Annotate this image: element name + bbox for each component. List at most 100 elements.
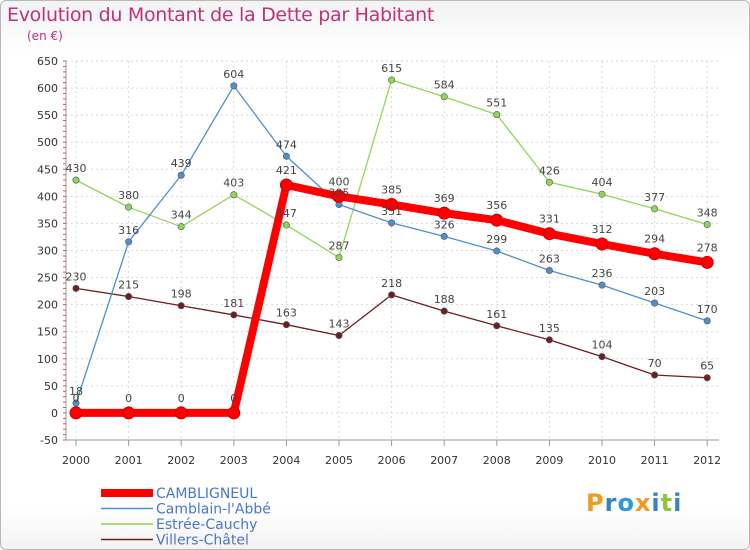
data-point [493, 111, 501, 119]
data-label: 181 [223, 297, 244, 310]
x-tick-label: 2008 [483, 454, 511, 467]
x-tick-label: 2002 [167, 454, 195, 467]
data-point [440, 93, 448, 101]
data-point [490, 213, 504, 227]
data-point [69, 406, 83, 420]
data-label: 230 [66, 270, 87, 283]
data-label: 385 [381, 183, 402, 196]
data-point [72, 284, 80, 292]
data-label: 299 [486, 233, 507, 246]
data-point [174, 406, 188, 420]
x-tick-label: 2009 [535, 454, 563, 467]
data-point [703, 221, 711, 229]
data-label: 604 [223, 68, 244, 81]
data-point [598, 353, 606, 361]
y-tick-label: 0 [51, 407, 58, 420]
data-label: 104 [592, 339, 613, 352]
data-label: 198 [171, 288, 192, 301]
data-point [332, 189, 346, 203]
legend: CAMBLIGNEULCamblain-l'AbbéEstrée-CauchyV… [101, 486, 271, 549]
data-label: 344 [171, 209, 192, 222]
data-label: 263 [539, 253, 560, 266]
data-point [651, 371, 659, 379]
data-label: 143 [329, 318, 350, 331]
data-label: 287 [329, 240, 350, 253]
data-label: 278 [697, 241, 718, 254]
data-label: 404 [592, 176, 613, 189]
logo-letter: P [586, 489, 605, 517]
data-point [598, 281, 606, 289]
y-tick-label: 50 [44, 380, 58, 393]
data-label: 400 [329, 175, 350, 188]
data-label: 474 [276, 138, 297, 151]
data-label: 421 [276, 164, 297, 177]
data-label: 203 [644, 285, 665, 298]
data-point [385, 197, 399, 211]
data-point [440, 232, 448, 240]
data-point [545, 267, 553, 275]
data-label: 188 [434, 293, 455, 306]
logo-letter: r [604, 489, 618, 517]
data-point [651, 299, 659, 307]
x-tick-label: 2005 [325, 454, 353, 467]
y-tick-label: 300 [37, 245, 58, 258]
y-tick-label: 550 [37, 109, 58, 122]
x-tick-label: 2004 [272, 454, 300, 467]
data-point [703, 317, 711, 325]
data-point [177, 171, 185, 179]
logo-letter: i [651, 489, 661, 517]
data-label: 369 [434, 192, 455, 205]
data-label: 236 [592, 267, 613, 280]
chart-title: Evolution du Montant de la Dette par Hab… [7, 4, 435, 26]
data-label: 170 [697, 303, 718, 316]
data-label: 584 [434, 79, 455, 92]
data-point [388, 76, 396, 84]
data-point [493, 322, 501, 330]
data-label: 163 [276, 307, 297, 320]
x-tick-label: 2010 [588, 454, 616, 467]
data-label: 356 [486, 199, 507, 212]
legend-label: CAMBLIGNEUL [156, 486, 257, 502]
data-point [440, 307, 448, 315]
series-group [69, 76, 714, 420]
x-tick-label: 2007 [430, 454, 458, 467]
data-label: 70 [648, 357, 662, 370]
data-point [72, 399, 80, 407]
data-point [648, 247, 662, 261]
data-label: 312 [592, 223, 613, 236]
data-point [227, 406, 241, 420]
data-label: 65 [700, 360, 714, 373]
data-label: 377 [644, 191, 665, 204]
data-label: 294 [644, 233, 665, 246]
x-tick-label: 2001 [115, 454, 143, 467]
data-point [493, 247, 501, 255]
y-tick-label: 250 [37, 272, 58, 285]
data-label: 218 [381, 277, 402, 290]
x-tick-label: 2011 [641, 454, 669, 467]
y-tick-label: 650 [37, 55, 58, 68]
data-point [177, 302, 185, 310]
data-label: 0 [73, 392, 80, 405]
data-labels: 0 0 0 0421400385369356331312294278183164396… [66, 62, 718, 405]
data-point [437, 206, 451, 220]
data-point [72, 176, 80, 184]
data-label: 426 [539, 164, 560, 177]
data-label: 348 [697, 207, 718, 220]
data-point [282, 321, 290, 329]
logo-letter: x [634, 489, 652, 517]
data-point [388, 219, 396, 227]
x-tick-label: 2000 [62, 454, 90, 467]
data-point [125, 238, 133, 246]
chart-subtitle: (en €) [27, 29, 63, 43]
data-label: 161 [486, 308, 507, 321]
y-tick-label: 600 [37, 82, 58, 95]
y-tick-label: 150 [37, 326, 58, 339]
data-point [230, 311, 238, 319]
y-tick-label: 400 [37, 190, 58, 203]
data-point [230, 82, 238, 90]
legend-label: Villers-Châtel [156, 533, 249, 549]
data-point [595, 237, 609, 251]
data-point [125, 203, 133, 211]
